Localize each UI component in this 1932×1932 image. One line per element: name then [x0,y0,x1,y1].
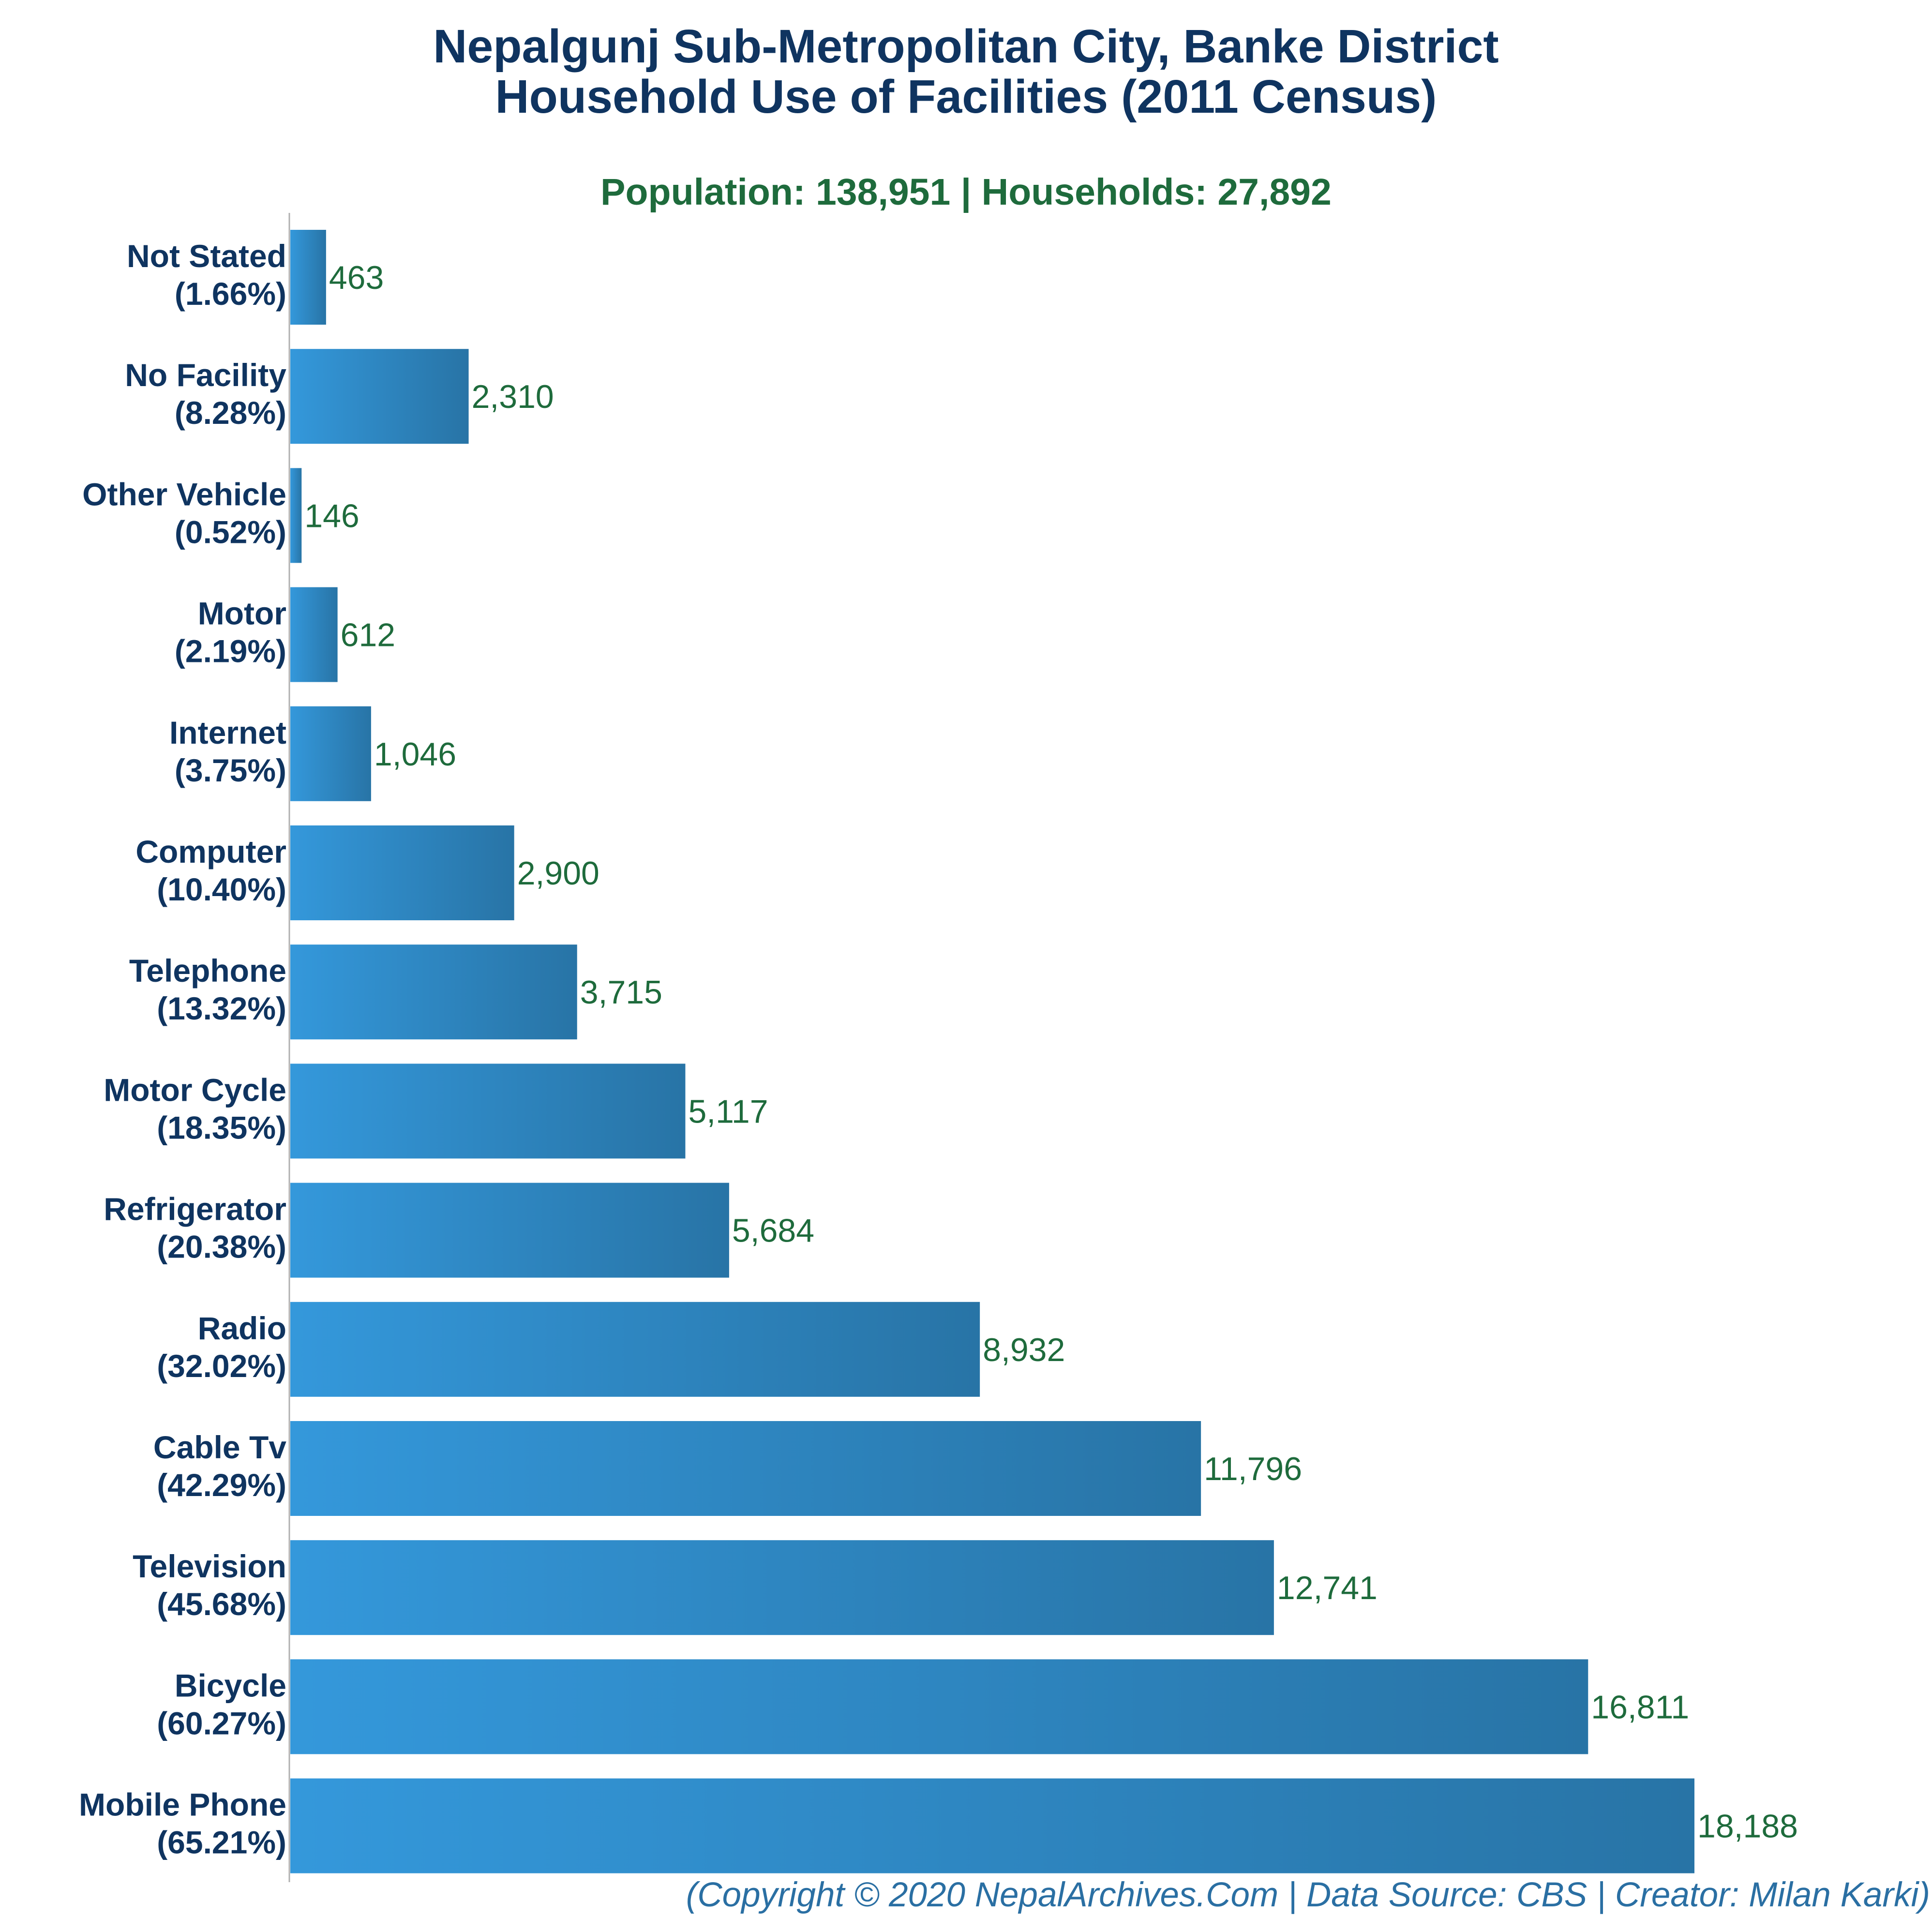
bar [290,1421,1201,1516]
bar-group: 3,715 Telephone(13.32%) [129,944,662,1040]
bar-group: 146 Other Vehicle(0.52%) [82,468,359,563]
category-label: Television [133,1548,286,1584]
category-label: Other Vehicle [82,476,286,512]
category-percent-label: (42.29%) [157,1467,286,1503]
category-label: Cable Tv [153,1429,286,1465]
bar-value-label: 146 [304,497,359,534]
bar [290,825,514,920]
bar [290,706,371,801]
bar [290,587,338,682]
bar-value-label: 1,046 [374,736,456,773]
category-label: Telephone [129,953,286,988]
category-percent-label: (3.75%) [175,752,286,788]
chart-subtitle: Population: 138,951 | Households: 27,892 [600,171,1332,213]
bar-group: 2,900 Computer(10.40%) [135,825,599,920]
category-label: Not Stated [127,238,286,274]
bar-group: 1,046 Internet(3.75%) [169,706,456,801]
category-percent-label: (18.35%) [157,1109,286,1145]
bar-group: 16,811 Bicycle(60.27%) [157,1659,1689,1754]
category-label: Motor Cycle [104,1072,286,1108]
bar [290,1778,1694,1873]
category-percent-label: (65.21%) [157,1825,286,1860]
bar-value-label: 18,188 [1697,1808,1798,1845]
chart-title-line1: Nepalgunj Sub-Metropolitan City, Banke D… [433,20,1499,73]
category-percent-label: (0.52%) [175,514,286,550]
bar-group: 18,188 Mobile Phone(65.21%) [79,1778,1798,1873]
category-percent-label: (32.02%) [157,1348,286,1384]
bar [290,468,302,563]
bar-value-label: 11,796 [1204,1451,1302,1487]
category-label: No Facility [125,357,286,393]
category-percent-label: (2.19%) [175,633,286,669]
bar-group: 8,932 Radio(32.02%) [157,1302,1065,1397]
category-percent-label: (20.38%) [157,1229,286,1265]
bar [290,1659,1588,1754]
bar-value-label: 2,310 [472,378,554,415]
category-label: Mobile Phone [79,1787,286,1823]
bars-layer: 463 Not Stated(1.66%) 2,310 No Facility(8.2… [79,230,1798,1873]
bar-group: 5,117 Motor Cycle(18.35%) [104,1063,768,1159]
category-percent-label: (8.28%) [175,395,286,431]
bar [290,1302,980,1397]
bar [290,1183,729,1278]
category-label: Internet [169,715,286,750]
bar-value-label: 2,900 [517,855,599,892]
category-percent-label: (60.27%) [157,1705,286,1741]
bar-value-label: 16,811 [1591,1689,1689,1725]
bar-group: 11,796 Cable Tv(42.29%) [153,1421,1302,1516]
chart-title-line2: Household Use of Facilities (2011 Census… [495,70,1437,123]
bar [290,230,326,325]
bar-group: 2,310 No Facility(8.28%) [125,349,554,444]
category-percent-label: (45.68%) [157,1586,286,1622]
bar [290,944,577,1040]
category-percent-label: (1.66%) [175,276,286,312]
bar-value-label: 5,684 [732,1213,814,1249]
bar-value-label: 463 [329,259,384,296]
category-label: Computer [135,834,286,869]
category-label: Refrigerator [104,1191,286,1227]
bar-value-label: 5,117 [688,1093,768,1130]
bar [290,349,469,444]
bar-group: 5,684 Refrigerator(20.38%) [104,1183,814,1278]
bar-value-label: 12,741 [1277,1570,1378,1606]
category-percent-label: (10.40%) [157,871,286,907]
bar-group: 12,741 Television(45.68%) [133,1540,1378,1635]
category-percent-label: (13.32%) [157,990,286,1026]
footer-credit: (Copyright © 2020 NepalArchives.Com | Da… [686,1876,1930,1914]
bar-value-label: 8,932 [983,1332,1065,1368]
bar [290,1063,686,1159]
bar-group: 463 Not Stated(1.66%) [127,230,384,325]
bar-value-label: 3,715 [580,974,662,1011]
bar-group: 612 Motor(2.19%) [175,587,395,682]
category-label: Motor [198,596,286,631]
bar [290,1540,1274,1635]
bar-value-label: 612 [341,617,395,654]
category-label: Radio [198,1310,286,1346]
category-label: Bicycle [175,1667,286,1703]
